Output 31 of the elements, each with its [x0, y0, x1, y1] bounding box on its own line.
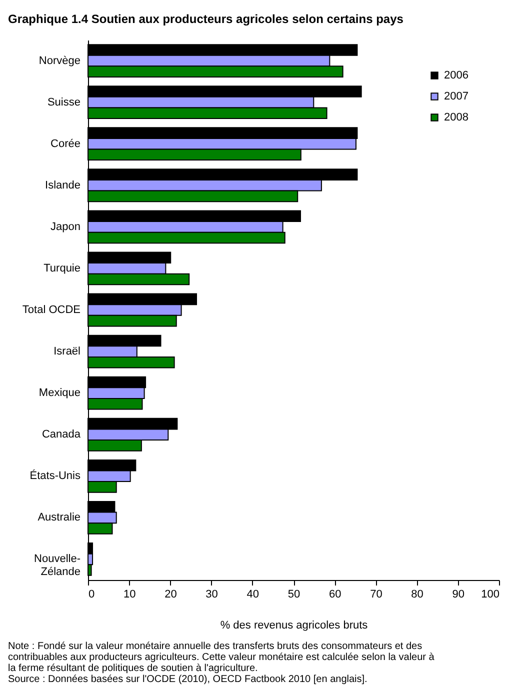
- y-tick-label: États-Unis: [30, 469, 81, 482]
- x-axis-title: % des revenus agricoles bruts: [220, 620, 368, 632]
- y-tick-label: Turquie: [44, 262, 80, 274]
- legend-label: 2007: [444, 90, 468, 102]
- x-tick-label: 50: [288, 588, 300, 600]
- y-tick-label: Japon: [50, 220, 80, 233]
- y-tick-label: Canada: [42, 428, 82, 441]
- chart-title: Graphique 1.4 Soutien aux producteurs agricoles selon certains pays: [8, 12, 404, 26]
- x-tick-label: 0: [88, 588, 95, 600]
- y-tick-label: Total OCDE: [22, 304, 80, 316]
- x-tick-label: 30: [206, 588, 218, 600]
- y-tick-label: Suisse: [47, 96, 80, 108]
- y-tick-label: Islande: [45, 179, 80, 192]
- x-tick-label: 10: [123, 588, 136, 600]
- x-tick-label: 70: [370, 588, 382, 600]
- y-tick-label: Corée: [50, 138, 80, 150]
- source-note: Source : Données basées sur l'OCDE (2010), OECD Factbook 2010 [en anglais].: [8, 674, 368, 685]
- x-tick-label: 80: [411, 588, 424, 600]
- y-tick-label: Australie: [38, 512, 80, 524]
- x-tick-label: 100: [481, 588, 500, 600]
- legend-label: 2006: [444, 70, 468, 82]
- legend-label: 2008: [444, 112, 468, 124]
- x-tick-label: 90: [452, 588, 465, 600]
- y-tick-label: Norvège: [38, 54, 80, 67]
- x-tick-label: 20: [164, 588, 177, 600]
- x-tick-label: 60: [328, 588, 342, 600]
- y-tick-label: Mexique: [38, 387, 80, 400]
- y-tick-label: Israël: [54, 346, 80, 358]
- y-tick-label: Nouvelle-Zélande: [34, 553, 81, 578]
- x-tick-label: 40: [246, 588, 260, 600]
- text: Note : Fondé sur la valeur monétaire annuelle des transferts bruts des consommateurs et des contribuables aux producteurs agriculteurs. Cette valeur monétaire est calculée selon la valeur à la ferme résultant de politiques de soutien à l'agriculture.: [8, 641, 435, 674]
